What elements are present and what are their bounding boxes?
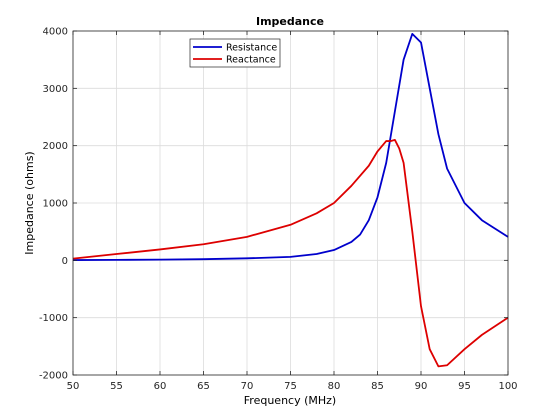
- legend-box: [189, 38, 281, 68]
- chart-title: Impedance: [256, 15, 324, 28]
- y-tick-label: -1000: [39, 313, 68, 324]
- x-tick-label: 85: [371, 381, 384, 392]
- axis-ticks: 50 55 60 65 70 75 80 85 90 95 100 -2000 -1000 0 1000 20…: [39, 27, 518, 393]
- y-tick-label: 2000: [43, 141, 68, 152]
- x-tick-label: 50: [67, 381, 80, 392]
- x-tick-label: 60: [154, 381, 167, 392]
- legend-label-resistance: Resistance: [226, 43, 277, 54]
- y-axis-label: Impedance (ohms): [23, 151, 36, 254]
- x-tick-label: 100: [498, 381, 517, 392]
- grid-lines: [72, 30, 509, 376]
- legend-label-reactance: Reactance: [226, 55, 276, 66]
- x-axis-label: Frequency (MHz): [244, 394, 336, 407]
- x-tick-label: 75: [284, 381, 297, 392]
- series-line-reactance: [72, 139, 509, 368]
- x-tick-label: 55: [110, 381, 123, 392]
- series-line-resistance: [72, 32, 509, 261]
- y-tick-label: 4000: [43, 27, 68, 38]
- series-layer: [72, 32, 509, 368]
- y-tick-label: -2000: [39, 371, 68, 382]
- y-tick-label: 1000: [43, 199, 68, 210]
- y-tick-label: 3000: [43, 84, 68, 95]
- x-tick-label: 80: [328, 381, 341, 392]
- y-tick-label: 0: [62, 256, 68, 267]
- x-tick-label: 70: [241, 381, 254, 392]
- x-tick-label: 90: [415, 381, 428, 392]
- x-tick-label: 95: [458, 381, 471, 392]
- x-tick-label: 65: [197, 381, 210, 392]
